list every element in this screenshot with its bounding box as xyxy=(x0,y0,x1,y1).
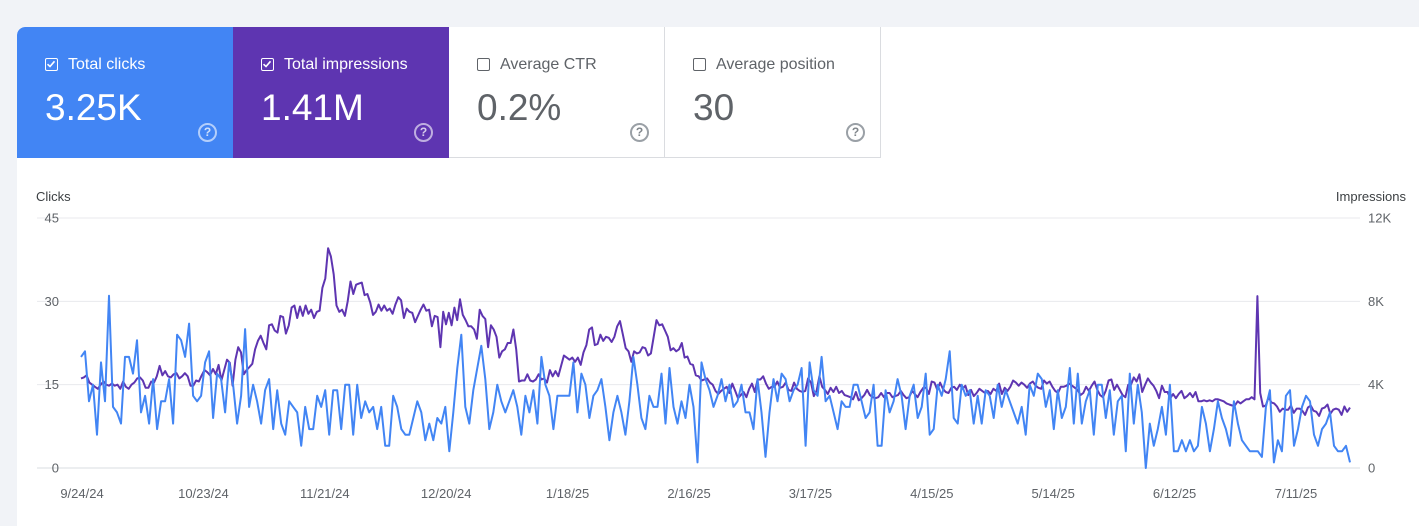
x-tick-label: 2/16/25 xyxy=(667,486,710,501)
help-icon[interactable]: ? xyxy=(414,123,433,142)
metric-cards: Total clicks 3.25K ? Total impressions 1… xyxy=(17,27,881,158)
right-tick-label: 0 xyxy=(1368,461,1375,476)
left-axis-title: Clicks xyxy=(36,189,71,204)
x-tick-label: 4/15/25 xyxy=(910,486,953,501)
performance-panel: Total clicks 3.25K ? Total impressions 1… xyxy=(17,27,1419,526)
right-tick-label: 8K xyxy=(1368,294,1384,309)
metric-label: Total clicks xyxy=(68,56,146,73)
left-tick-label: 30 xyxy=(45,294,59,309)
x-tick-label: 6/12/25 xyxy=(1153,486,1196,501)
metric-card-average-position[interactable]: Average position 30 ? xyxy=(665,27,881,158)
chart-gridlines xyxy=(37,217,1360,469)
left-tick-label: 0 xyxy=(52,461,59,476)
help-icon[interactable]: ? xyxy=(198,123,217,142)
left-tick-label: 45 xyxy=(45,211,59,226)
checkbox-icon[interactable] xyxy=(261,58,274,71)
x-tick-label: 3/17/25 xyxy=(789,486,832,501)
right-axis-ticks: 12K 8K 4K 0 xyxy=(1368,211,1391,476)
right-tick-label: 12K xyxy=(1368,211,1391,226)
metric-value: 0.2% xyxy=(477,87,562,128)
metric-value: 3.25K xyxy=(45,87,142,128)
x-tick-label: 5/14/25 xyxy=(1032,486,1075,501)
left-tick-label: 15 xyxy=(45,377,59,392)
help-icon[interactable]: ? xyxy=(846,123,865,142)
x-tick-label: 9/24/24 xyxy=(60,486,103,501)
impressions-series-line xyxy=(80,247,1351,417)
x-axis-ticks: 9/24/24 10/23/24 11/21/24 12/20/24 1/18/25 2/… xyxy=(60,486,1317,501)
metric-card-average-ctr[interactable]: Average CTR 0.2% ? xyxy=(449,27,665,158)
x-tick-label: 7/11/25 xyxy=(1275,486,1317,501)
checkbox-icon[interactable] xyxy=(45,58,58,71)
chart-series xyxy=(80,247,1351,469)
metric-label: Average CTR xyxy=(500,56,597,73)
metric-label: Total impressions xyxy=(284,56,408,73)
right-tick-label: 4K xyxy=(1368,377,1384,392)
metric-value: 30 xyxy=(693,87,735,128)
x-tick-label: 12/20/24 xyxy=(421,486,472,501)
left-axis-ticks: 45 30 15 0 xyxy=(45,211,59,476)
x-tick-label: 1/18/25 xyxy=(546,486,589,501)
metric-card-total-clicks[interactable]: Total clicks 3.25K ? xyxy=(17,27,233,158)
x-tick-label: 10/23/24 xyxy=(178,486,229,501)
right-axis-title: Impressions xyxy=(1336,189,1407,204)
checkbox-icon[interactable] xyxy=(693,58,706,71)
x-tick-label: 11/21/24 xyxy=(300,486,350,501)
metric-card-total-impressions[interactable]: Total impressions 1.41M ? xyxy=(233,27,449,158)
checkbox-icon[interactable] xyxy=(477,58,490,71)
clicks-series-line xyxy=(80,294,1351,469)
help-icon[interactable]: ? xyxy=(630,123,649,142)
metric-label: Average position xyxy=(716,56,835,73)
performance-chart[interactable]: Clicks Impressions 45 30 15 0 12K 8K 4K 0 9/24… xyxy=(17,27,1419,526)
metric-value: 1.41M xyxy=(261,87,364,128)
